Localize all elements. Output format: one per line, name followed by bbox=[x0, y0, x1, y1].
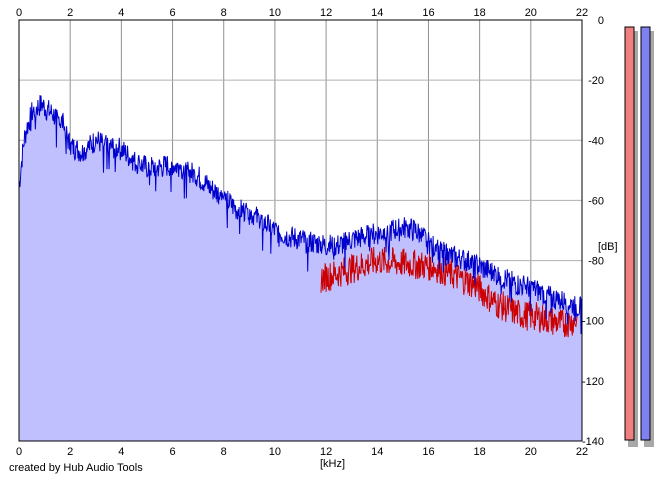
y-tick-label: -100 bbox=[582, 316, 604, 328]
y-axis-label: [dB] bbox=[598, 241, 618, 253]
x-tick-label-bottom: 8 bbox=[221, 446, 227, 458]
x-tick-label-bottom: 4 bbox=[118, 446, 124, 458]
x-tick-label-top: 2 bbox=[67, 7, 73, 19]
x-tick-label-top: 8 bbox=[221, 7, 227, 19]
x-axis-label: [kHz] bbox=[320, 458, 345, 470]
x-tick-label-top: 18 bbox=[474, 7, 486, 19]
y-tick-label: -40 bbox=[588, 135, 604, 147]
level-meter bbox=[624, 26, 635, 441]
x-tick-label-bottom: 22 bbox=[576, 446, 588, 458]
x-tick-label-top: 6 bbox=[169, 7, 175, 19]
x-tick-label-bottom: 0 bbox=[16, 446, 22, 458]
spectrum-area bbox=[19, 95, 582, 441]
y-axis-ticks: 0 -20 -40 -60 -80 -100 -120 -140 bbox=[582, 15, 604, 448]
y-tick-label: -60 bbox=[588, 195, 604, 207]
x-tick-label-bottom: 2 bbox=[67, 446, 73, 458]
level-meter bbox=[640, 26, 651, 441]
x-tick-label-top: 12 bbox=[320, 7, 332, 19]
x-tick-label-bottom: 12 bbox=[320, 446, 332, 458]
spectrum-lines bbox=[18, 95, 583, 338]
x-tick-label-top: 22 bbox=[576, 7, 588, 19]
x-tick-label-top: 20 bbox=[525, 7, 537, 19]
plot-frame bbox=[18, 19, 583, 442]
x-tick-label-top: 0 bbox=[16, 7, 22, 19]
spectrum-fill bbox=[19, 95, 582, 441]
x-tick-label-bottom: 16 bbox=[422, 446, 434, 458]
x-tick-label-top: 10 bbox=[269, 7, 281, 19]
y-tick-label: -80 bbox=[588, 256, 604, 268]
x-tick-label-top: 14 bbox=[371, 7, 383, 19]
y-tick-label: -20 bbox=[588, 75, 604, 87]
x-tick-label-top: 4 bbox=[118, 7, 124, 19]
y-tick-label: 0 bbox=[598, 15, 604, 27]
level-meters bbox=[624, 26, 654, 447]
x-tick-label-bottom: 6 bbox=[169, 446, 175, 458]
y-tick-label: -120 bbox=[582, 376, 604, 388]
x-tick-label-bottom: 20 bbox=[525, 446, 537, 458]
x-tick-label-bottom: 10 bbox=[269, 446, 281, 458]
x-tick-label-top: 16 bbox=[422, 7, 434, 19]
x-tick-label-bottom: 18 bbox=[474, 446, 486, 458]
credit-text: created by Hub Audio Tools bbox=[9, 462, 143, 474]
x-tick-label-bottom: 14 bbox=[371, 446, 383, 458]
y-tick-label: -140 bbox=[582, 436, 604, 448]
spectrum-line-left bbox=[18, 95, 583, 335]
